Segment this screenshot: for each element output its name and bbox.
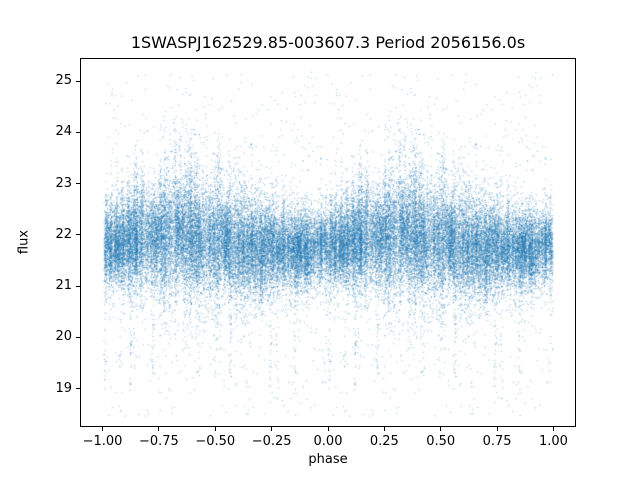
x-tick-mark bbox=[552, 427, 554, 431]
y-tick-mark bbox=[76, 336, 80, 338]
scatter-points-canvas bbox=[81, 59, 575, 426]
x-tick-mark bbox=[158, 427, 160, 431]
y-tick-mark bbox=[76, 183, 80, 185]
x-tick-mark bbox=[440, 427, 442, 431]
x-tick-label: 0.25 bbox=[369, 434, 399, 449]
x-tick-mark bbox=[383, 427, 385, 431]
y-tick-mark bbox=[76, 131, 80, 133]
y-tick-mark bbox=[76, 388, 80, 390]
x-tick-label: 1.00 bbox=[538, 434, 568, 449]
x-tick-mark bbox=[327, 427, 329, 431]
x-tick-label: 0.50 bbox=[426, 434, 456, 449]
y-tick-mark bbox=[76, 80, 80, 82]
chart-title: 1SWASPJ162529.85-003607.3 Period 2056156… bbox=[130, 33, 526, 52]
y-tick-label: 23 bbox=[55, 175, 72, 191]
x-tick-mark bbox=[271, 427, 273, 431]
x-tick-label: −0.75 bbox=[138, 434, 179, 449]
y-tick-label: 21 bbox=[55, 278, 72, 294]
x-tick-label: 0.75 bbox=[482, 434, 512, 449]
y-tick-mark bbox=[76, 285, 80, 287]
x-tick-mark bbox=[102, 427, 104, 431]
y-tick-mark bbox=[76, 234, 80, 236]
x-tick-label: −0.50 bbox=[195, 434, 236, 449]
y-tick-label: 25 bbox=[55, 73, 72, 89]
x-tick-label: −1.00 bbox=[82, 434, 123, 449]
x-tick-label: 0.00 bbox=[313, 434, 343, 449]
y-tick-label: 19 bbox=[55, 380, 72, 396]
y-tick-label: 24 bbox=[55, 124, 72, 140]
x-tick-mark bbox=[214, 427, 216, 431]
x-axis-label: phase bbox=[308, 452, 348, 467]
plot-area bbox=[80, 58, 576, 427]
y-tick-label: 22 bbox=[55, 226, 72, 242]
x-tick-mark bbox=[496, 427, 498, 431]
y-tick-label: 20 bbox=[55, 329, 72, 345]
y-axis-label: flux bbox=[16, 229, 32, 255]
x-tick-label: −0.25 bbox=[251, 434, 292, 449]
